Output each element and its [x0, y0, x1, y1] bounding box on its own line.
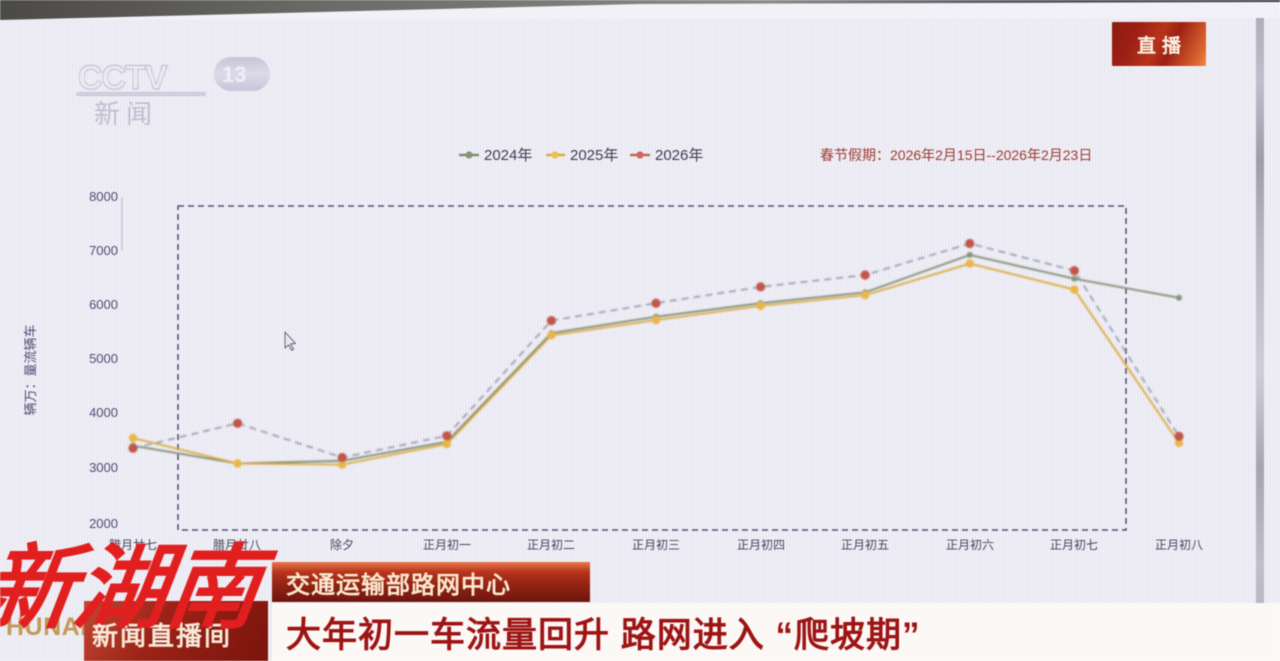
- svg-text:正月初四: 正月初四: [737, 538, 785, 552]
- svg-text:正月初八: 正月初八: [1155, 538, 1203, 552]
- svg-text:4000: 4000: [89, 405, 118, 420]
- svg-text:辆万：量流辆车: 辆万：量流辆车: [23, 324, 38, 415]
- svg-text:2026年: 2026年: [655, 147, 703, 164]
- svg-text:正月初六: 正月初六: [946, 538, 994, 552]
- svg-text:除夕: 除夕: [330, 537, 354, 552]
- svg-text:2024年: 2024年: [484, 147, 532, 164]
- svg-text:8000: 8000: [89, 189, 118, 204]
- svg-text:7000: 7000: [89, 243, 118, 258]
- svg-text:正月初七: 正月初七: [1050, 538, 1098, 552]
- svg-text:2025年: 2025年: [570, 147, 618, 164]
- svg-text:正月初三: 正月初三: [632, 538, 680, 552]
- svg-text:春节假期：2026年2月15日--2026年2月23日: 春节假期：2026年2月15日--2026年2月23日: [820, 147, 1092, 163]
- svg-text:3000: 3000: [89, 460, 118, 475]
- svg-text:新湖南: 新湖南: [0, 536, 280, 639]
- svg-text:13: 13: [222, 62, 246, 87]
- svg-text:5000: 5000: [89, 351, 118, 366]
- svg-text:正月初五: 正月初五: [841, 538, 889, 552]
- svg-text:CCTV: CCTV: [78, 59, 168, 97]
- svg-text:新闻: 新闻: [94, 99, 158, 129]
- svg-text:正月初二: 正月初二: [527, 538, 575, 552]
- svg-text:正月初一: 正月初一: [423, 538, 471, 552]
- svg-text:6000: 6000: [89, 297, 118, 312]
